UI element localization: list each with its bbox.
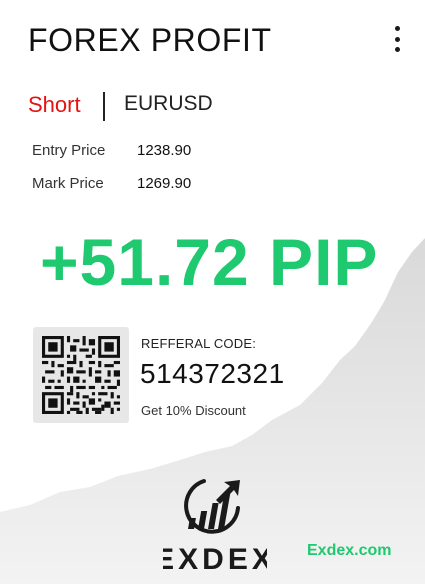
currency-pair: EURUSD: [124, 92, 213, 115]
profit-amount: +51.72 PIP: [40, 225, 379, 299]
position-side: Short: [28, 92, 81, 117]
referral-label: REFFERAL CODE:: [141, 336, 257, 351]
bar-chart-arrow-icon: [184, 479, 240, 534]
brand-logo-text: EXDEX: [163, 543, 267, 573]
referral-discount: Get 10% Discount: [141, 403, 246, 418]
brand-logo: EXDEX: [163, 543, 267, 573]
mark-price-value: 1269.90: [137, 175, 192, 192]
website-link[interactable]: Exdex.com: [307, 542, 392, 559]
mark-price-label: Mark Price: [32, 175, 104, 192]
entry-price-label: Entry Price: [32, 142, 106, 159]
more-vertical-icon[interactable]: [386, 26, 408, 52]
entry-price-value: 1238.90: [137, 142, 192, 159]
divider: [103, 92, 105, 121]
referral-code[interactable]: 514372321: [140, 358, 285, 389]
page-title: FOREX PROFIT: [28, 22, 272, 58]
qr-code-icon: [42, 336, 120, 414]
qr-code: [33, 327, 129, 423]
